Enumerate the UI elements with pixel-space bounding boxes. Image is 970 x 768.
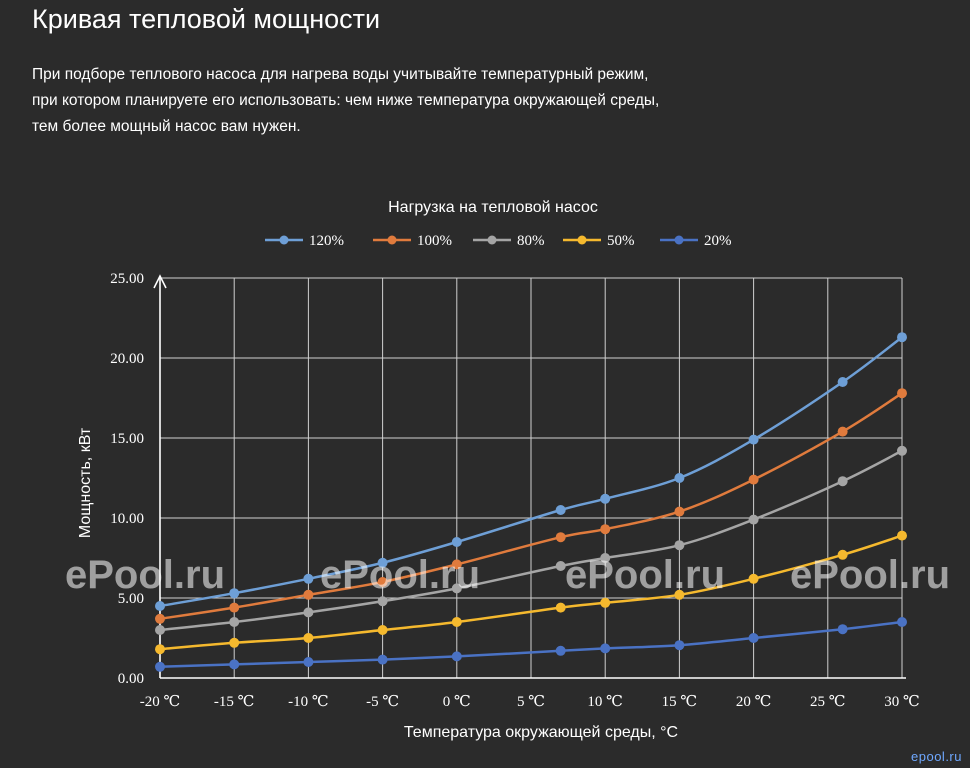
intro-line: тем более мощный насос вам нужен. xyxy=(32,118,301,135)
data-point xyxy=(377,596,388,607)
data-point xyxy=(674,506,685,517)
data-point xyxy=(555,561,566,571)
data-point xyxy=(451,583,462,594)
legend-label: 20% xyxy=(704,233,732,249)
data-point xyxy=(837,426,848,437)
x-tick-label: 20 ℃ xyxy=(736,694,772,710)
legend-marker xyxy=(577,235,587,245)
data-point xyxy=(451,617,462,627)
chart-title: Нагрузка на тепловой насос xyxy=(388,199,598,216)
data-point xyxy=(674,640,685,651)
data-point xyxy=(451,651,462,662)
y-tick-label: 15.00 xyxy=(110,431,144,447)
data-point xyxy=(837,476,848,487)
y-tick-label: 25.00 xyxy=(110,271,144,287)
watermark: ePool.ru xyxy=(790,553,950,597)
data-point xyxy=(837,549,848,560)
data-point xyxy=(155,661,165,672)
data-point xyxy=(674,540,685,551)
data-point xyxy=(600,553,611,563)
data-point xyxy=(155,625,165,635)
intro-line: При подборе теплового насоса для нагрева… xyxy=(32,66,649,83)
data-point xyxy=(674,473,685,483)
data-point xyxy=(555,505,566,515)
page-title: Кривая тепловой мощности xyxy=(32,4,381,34)
data-point xyxy=(837,377,848,387)
data-point xyxy=(897,617,907,627)
x-tick-label: -15 ℃ xyxy=(214,694,255,710)
data-point xyxy=(555,532,566,543)
data-point xyxy=(377,577,388,587)
data-point xyxy=(229,602,240,613)
data-point xyxy=(600,524,611,535)
x-tick-label: 5 ℃ xyxy=(517,694,545,710)
data-point xyxy=(451,559,462,570)
data-point xyxy=(555,602,566,613)
data-point xyxy=(748,474,759,485)
x-tick-label: 30 ℃ xyxy=(884,694,920,710)
x-tick-label: 0 ℃ xyxy=(443,694,471,710)
data-point xyxy=(303,589,314,600)
watermark: ePool.ru xyxy=(65,553,225,597)
data-point xyxy=(451,537,462,547)
legend-marker xyxy=(674,235,684,245)
data-point xyxy=(377,557,388,568)
data-point xyxy=(229,659,240,670)
data-point xyxy=(837,624,848,635)
x-tick-label: 25 ℃ xyxy=(810,694,846,710)
watermark: ePool.ru xyxy=(565,553,725,597)
data-point xyxy=(600,597,611,608)
x-tick-label: -10 ℃ xyxy=(288,694,329,710)
legend-label: 100% xyxy=(417,233,452,249)
y-axis-arrow-icon xyxy=(153,274,167,289)
data-point xyxy=(303,607,314,618)
data-point xyxy=(303,573,314,584)
data-point xyxy=(674,589,685,600)
corner-watermark: epool.ru xyxy=(911,749,962,764)
legend-marker xyxy=(487,235,497,245)
data-point xyxy=(897,445,907,456)
y-tick-label: 0.00 xyxy=(118,671,144,687)
x-tick-label: 15 ℃ xyxy=(662,694,698,710)
data-point xyxy=(155,613,165,624)
data-point xyxy=(600,643,611,654)
data-point xyxy=(303,633,314,643)
x-tick-label: -20 ℃ xyxy=(140,694,181,710)
data-point xyxy=(748,633,759,643)
data-point xyxy=(303,657,314,667)
data-point xyxy=(897,388,907,399)
data-point xyxy=(155,644,165,655)
y-tick-label: 10.00 xyxy=(110,511,144,527)
y-tick-label: 5.00 xyxy=(118,591,144,607)
data-point xyxy=(229,617,240,627)
data-point xyxy=(748,434,759,445)
data-point xyxy=(748,573,759,584)
y-axis-title: Мощность, кВт xyxy=(77,427,94,538)
legend-marker xyxy=(387,235,397,245)
legend-label: 50% xyxy=(607,233,635,249)
x-tick-label: 10 ℃ xyxy=(587,694,623,710)
intro-text: При подборе теплового насоса для нагрева… xyxy=(32,62,752,140)
intro-line: при котором планируете его использовать:… xyxy=(32,92,660,109)
legend-marker xyxy=(279,235,289,245)
data-point xyxy=(897,530,907,541)
watermark: ePool.ru xyxy=(320,553,480,597)
data-point xyxy=(229,637,240,648)
x-axis-title: Температура окружающей среды, °С xyxy=(404,724,678,741)
data-point xyxy=(600,493,611,504)
data-point xyxy=(155,601,165,611)
data-point xyxy=(377,625,388,635)
data-point xyxy=(555,645,566,656)
data-point xyxy=(377,654,388,665)
data-point xyxy=(229,588,240,599)
x-tick-label: -5 ℃ xyxy=(366,694,399,710)
legend-label: 120% xyxy=(309,233,344,249)
data-point xyxy=(897,332,907,343)
data-point xyxy=(748,514,759,525)
legend-label: 80% xyxy=(517,233,545,249)
y-tick-label: 20.00 xyxy=(110,351,144,367)
